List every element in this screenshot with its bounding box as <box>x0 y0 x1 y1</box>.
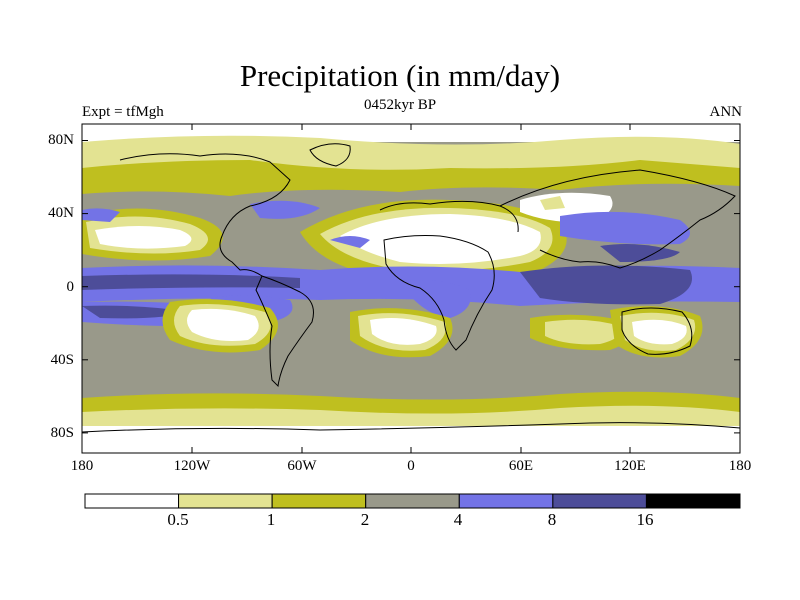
africa-coast <box>383 235 495 351</box>
lat-tick-40s: 40S <box>50 352 74 368</box>
congo-wet <box>400 280 471 318</box>
colorbar-label-3: 4 <box>453 510 463 529</box>
s-indian-light <box>545 319 621 345</box>
asia-coast <box>499 169 736 269</box>
lat-tick-80s: 80S <box>50 425 74 441</box>
coastlines <box>82 143 740 433</box>
experiment-label: Expt = tfMgh <box>82 104 164 120</box>
map-field <box>82 124 740 453</box>
colorbar-box-2 <box>271 493 367 509</box>
australia-coast <box>621 307 693 355</box>
colorbar-box-5 <box>552 493 647 509</box>
australia-dry <box>632 319 687 345</box>
antarctica-coast <box>82 422 740 433</box>
lon-tick-180w: 180 <box>70 458 94 474</box>
nw-pacific-wet <box>82 208 120 222</box>
europe-coast <box>379 200 519 233</box>
lon-tick-0: 0 <box>407 458 415 474</box>
lat-tick-40n: 40N <box>48 205 74 221</box>
maritime-continent-core <box>520 265 692 305</box>
pacific-itcz-core <box>82 274 300 290</box>
spcz-core <box>82 305 190 319</box>
lon-tick-60w: 60W <box>287 458 317 474</box>
lon-tick-120w: 120W <box>173 458 211 474</box>
west-pacific-core <box>600 244 680 262</box>
south-america-coast <box>255 275 314 388</box>
se-atlantic-dry <box>370 318 437 345</box>
colorbar-box-6 <box>645 493 741 509</box>
colorbar-box-1 <box>178 493 273 509</box>
colorbar-box-0 <box>84 493 180 509</box>
north-america-coast <box>119 153 291 277</box>
colorbar-box-3 <box>365 493 460 509</box>
colorbar-label-4: 8 <box>547 510 557 529</box>
east-asia-wet <box>560 211 690 245</box>
central-asia-light <box>540 196 565 210</box>
lat-tick-80n: 80N <box>48 132 74 148</box>
atlantic-storm-wet <box>330 236 370 248</box>
colorbar-label-2: 2 <box>360 510 370 529</box>
colorbar-box-4 <box>458 493 554 509</box>
sahara-dry <box>340 214 541 264</box>
map-title: Precipitation (in mm/day) <box>239 58 561 93</box>
colorbar-label-0: 0.5 <box>167 510 189 529</box>
lon-tick-60e: 60E <box>508 458 534 474</box>
lon-tick-180e: 180 <box>728 458 752 474</box>
gulf-stream-wet <box>250 200 320 219</box>
tick-marks <box>82 124 740 453</box>
lat-tick-0: 0 <box>66 279 75 295</box>
n-pacific-dry <box>95 226 192 249</box>
se-pacific-dry <box>187 308 259 341</box>
greenland-coast <box>309 143 351 167</box>
map-subtitle: 0452kyr BP <box>363 97 437 113</box>
arctic-moderate-band <box>82 160 740 196</box>
colorbar-label-5: 16 <box>636 510 654 529</box>
colorbar <box>84 493 741 509</box>
colorbar-label-1: 1 <box>266 510 276 529</box>
lon-tick-120e: 120E <box>614 458 646 474</box>
season-label: ANN <box>709 104 743 120</box>
